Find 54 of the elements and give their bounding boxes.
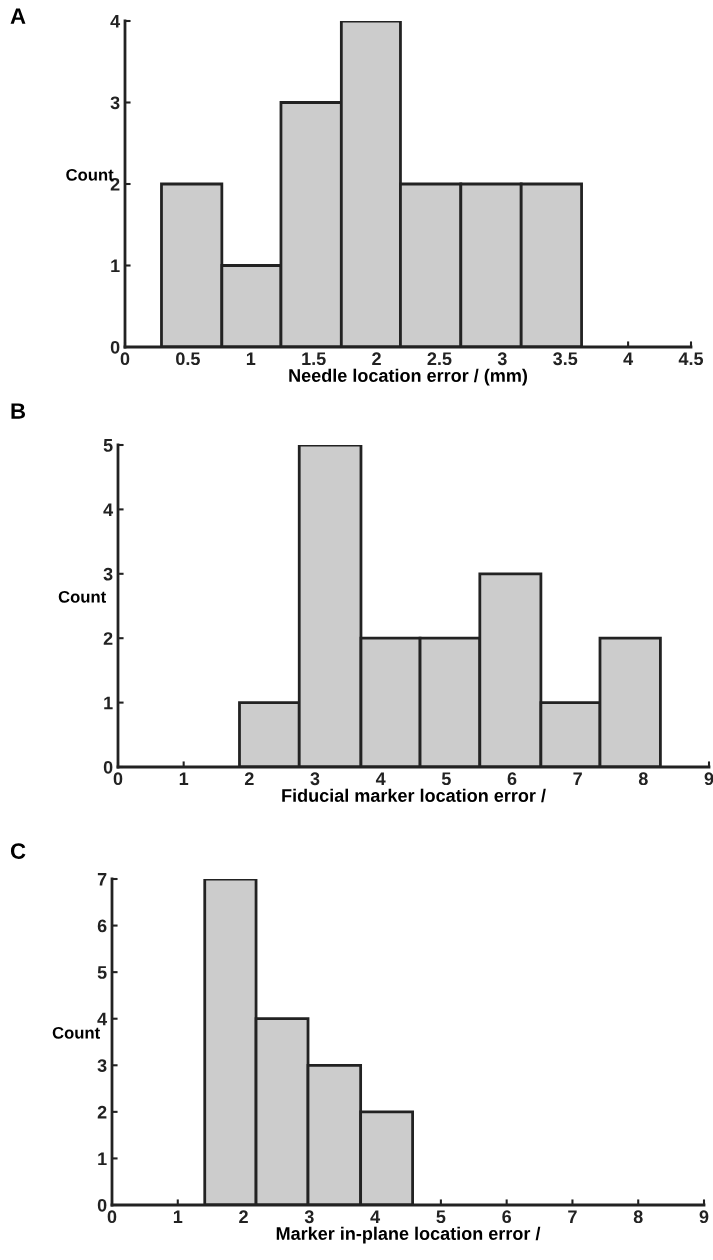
x-tick-label: 1 bbox=[246, 352, 256, 365]
x-tick-label: 3 bbox=[310, 772, 320, 786]
x-axis-title: Needle location error / (mm) bbox=[289, 368, 527, 386]
x-tick-label: 3.5 bbox=[553, 352, 578, 366]
x-tick-label: 1.5 bbox=[302, 352, 326, 366]
y-tick-label: 2 bbox=[103, 632, 113, 645]
x-tick-label: 5 bbox=[436, 1210, 446, 1224]
y-tick-label: 4 bbox=[97, 1012, 108, 1026]
x-tick-label: 8 bbox=[633, 1210, 643, 1224]
y-tick-label: 1 bbox=[98, 1152, 107, 1165]
y-tick-label: 7 bbox=[97, 873, 107, 886]
y-tick-label: 0 bbox=[110, 340, 120, 354]
y-tick-label: 3 bbox=[103, 567, 113, 581]
x-tick-label: 8 bbox=[638, 772, 648, 786]
x-tick-label: 2 bbox=[244, 772, 254, 785]
x-tick-label: 2 bbox=[372, 352, 381, 365]
y-axis-title: Count bbox=[58, 590, 106, 603]
x-tick-label: 0.5 bbox=[176, 352, 200, 366]
x-tick-label: 9 bbox=[704, 772, 713, 786]
x-tick-label: 1 bbox=[173, 1210, 183, 1223]
x-tick-label: 4.5 bbox=[678, 352, 704, 366]
x-tick-label: 7 bbox=[568, 1210, 577, 1223]
x-tick-label: 6 bbox=[502, 1210, 512, 1224]
y-tick-label: 1 bbox=[104, 696, 113, 710]
x-tick-label: 1 bbox=[179, 772, 189, 785]
x-tick-label: 4 bbox=[375, 772, 386, 785]
x-tick-label: 7 bbox=[573, 772, 582, 785]
x-tick-label: 9 bbox=[699, 1210, 709, 1224]
x-tick-label: 6 bbox=[507, 772, 517, 786]
y-tick-label: 4 bbox=[110, 15, 121, 28]
y-tick-label: 2 bbox=[97, 1105, 107, 1119]
y-tick-label: 0 bbox=[103, 760, 113, 774]
y-tick-label: 5 bbox=[97, 966, 107, 979]
y-tick-label: 0 bbox=[97, 1198, 107, 1212]
y-axis-title: Count bbox=[52, 1026, 100, 1039]
y-tick-label: 6 bbox=[97, 919, 107, 933]
x-tick-label: 4 bbox=[370, 1210, 381, 1223]
text: A bbox=[10, 8, 26, 24]
y-tick-label: 3 bbox=[110, 96, 120, 110]
x-axis-title: Marker in-plane location error / bbox=[276, 1226, 541, 1244]
text: B bbox=[11, 403, 26, 419]
text: C bbox=[10, 843, 26, 859]
y-tick-label: 5 bbox=[103, 439, 113, 452]
x-tick-label: 3 bbox=[497, 352, 507, 366]
y-tick-label: 4 bbox=[103, 503, 114, 516]
x-axis-title: Fiducial marker location error / bbox=[282, 788, 546, 803]
y-tick-label: 3 bbox=[97, 1059, 107, 1073]
y-tick-label: 1 bbox=[111, 259, 120, 273]
x-tick-label: 2 bbox=[239, 1210, 248, 1223]
x-tick-label: 3 bbox=[304, 1210, 314, 1224]
x-tick-label: 0 bbox=[120, 352, 130, 366]
x-tick-label: 2.5 bbox=[427, 352, 452, 366]
x-tick-label: 4 bbox=[623, 352, 634, 365]
x-tick-label: 5 bbox=[441, 772, 451, 786]
